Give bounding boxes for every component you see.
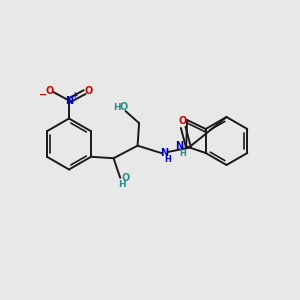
Text: N: N	[65, 95, 73, 106]
Text: O: O	[178, 116, 187, 126]
Text: O: O	[122, 173, 130, 183]
Text: +: +	[71, 91, 77, 100]
Text: −: −	[38, 89, 47, 100]
Text: H: H	[118, 180, 125, 189]
Text: N: N	[160, 148, 168, 158]
Text: H: H	[113, 103, 121, 112]
Text: N: N	[176, 141, 184, 151]
Text: H: H	[164, 154, 171, 164]
Text: H: H	[179, 149, 186, 158]
Text: O: O	[85, 86, 93, 96]
Text: O: O	[46, 86, 54, 96]
Text: O: O	[120, 102, 128, 112]
